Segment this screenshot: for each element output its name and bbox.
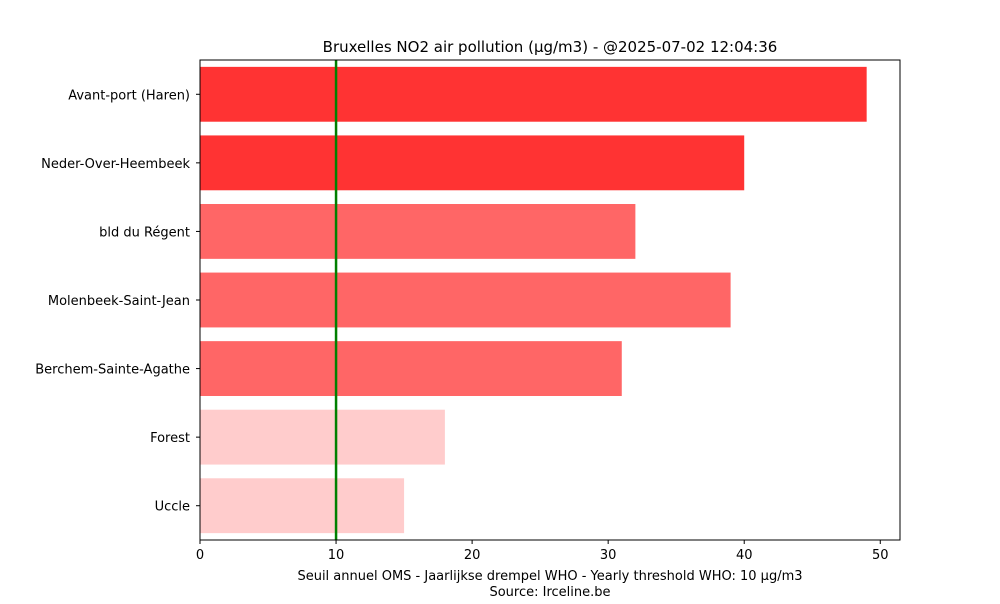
- x-tick-label: 40: [736, 548, 753, 563]
- x-tick-label: 30: [600, 548, 617, 563]
- x-tick-label: 10: [328, 548, 345, 563]
- bar-5: [200, 409, 445, 465]
- x-tick-label: 0: [196, 548, 204, 563]
- bar-3: [200, 272, 731, 328]
- bar-6: [200, 478, 405, 534]
- x-tick-label: 20: [464, 548, 481, 563]
- x-axis-label: Seuil annuel OMS - Jaarlijkse drempel WH…: [297, 569, 802, 584]
- bar-0: [200, 66, 867, 122]
- bar-4: [200, 341, 622, 396]
- bar-1: [200, 135, 745, 191]
- x-axis-ticks: 0 10 20 30 40 50: [196, 540, 889, 563]
- chart-title: Bruxelles NO2 air pollution (µg/m3) - @2…: [323, 38, 778, 56]
- x-tick-label: 50: [872, 548, 889, 563]
- y-axis-ticks: Avant-port (Haren) Neder-Over-Heembeek bld…: [35, 88, 200, 515]
- y-tick-label: Neder-Over-Heembeek: [41, 157, 190, 172]
- bar-2: [200, 204, 636, 259]
- y-tick-label: Avant-port (Haren): [68, 88, 190, 103]
- y-tick-label: Berchem-Sainte-Agathe: [35, 363, 190, 378]
- source-label: Source: Irceline.be: [489, 585, 610, 600]
- y-tick-label: bld du Régent: [99, 225, 190, 240]
- bars-group: [200, 66, 867, 534]
- y-tick-label: Forest: [150, 431, 190, 446]
- y-tick-label: Molenbeek-Saint-Jean: [48, 294, 190, 309]
- y-tick-label: Uccle: [155, 500, 190, 515]
